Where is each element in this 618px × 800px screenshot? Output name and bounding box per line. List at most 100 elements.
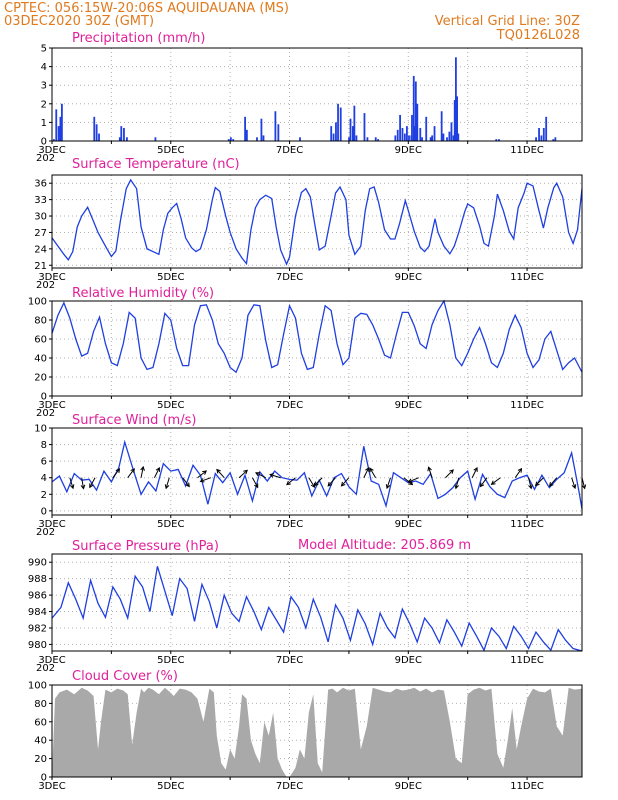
x-tick-label: 11DEC: [510, 781, 544, 792]
wind-arrow-shaft: [408, 477, 419, 483]
y-tick-label: 8: [41, 440, 47, 451]
wind-arrow-shaft: [127, 468, 135, 479]
wind-arrow-head: [517, 467, 523, 473]
wind-arrow-shaft: [251, 477, 259, 488]
wind-arrow-head: [313, 481, 319, 487]
wind-arrow: [479, 477, 488, 488]
panel-title: Surface Temperature (nC): [72, 157, 240, 172]
wind-arrow-head: [269, 473, 275, 478]
precip-bar: [349, 118, 352, 141]
wind-arrow-shaft: [197, 470, 207, 479]
x-tick-label: 9DEC: [395, 781, 422, 792]
precip-bar: [335, 122, 337, 141]
wind-arrow-shaft: [386, 477, 391, 489]
wind-arrow: [308, 477, 316, 489]
x-tick-label: 5DEC: [157, 272, 184, 283]
y-tick-label: 3: [41, 81, 47, 92]
wind-arrow: [140, 465, 145, 478]
precip-bar: [260, 118, 263, 141]
wind-arrow: [182, 477, 190, 488]
wind-arrow-head: [571, 484, 577, 490]
precip-bar: [123, 127, 125, 141]
wind-arrow-head: [427, 466, 432, 472]
wind-arrow: [80, 477, 86, 490]
y-tick-label: 80: [34, 316, 47, 327]
wind-arrow-shaft: [200, 477, 212, 482]
wind-arrow: [427, 466, 433, 478]
y-tick-label: 60: [34, 717, 47, 728]
wind-arrow-shaft: [327, 477, 336, 487]
wind-arrow-shaft: [269, 474, 281, 479]
precip-bar: [337, 103, 339, 141]
precip-bar: [440, 111, 443, 141]
wind-arrow-head: [534, 481, 540, 487]
precip-bar: [495, 139, 498, 141]
wind-arrow-shaft: [369, 468, 377, 478]
y-tick-label: 984: [28, 607, 47, 618]
plot-frame: [51, 300, 583, 397]
x-tick-label: 9DEC: [395, 519, 422, 530]
wind-arrow-head: [454, 484, 460, 490]
x-tick-label: 5DEC: [157, 655, 184, 666]
wind-arrow-shaft: [140, 466, 144, 478]
precip-bar: [396, 129, 399, 141]
wind-arrow-shaft: [238, 469, 248, 479]
y-tick-label: 80: [34, 699, 47, 710]
precip-bar: [538, 127, 540, 141]
x-tick-label: 11DEC: [510, 519, 544, 530]
precip-bar: [332, 133, 335, 141]
wind-arrow-head: [69, 484, 75, 490]
precip-bar: [399, 114, 401, 141]
precip-bar: [57, 126, 60, 141]
y-tick-label: 21: [34, 261, 47, 272]
x-tick-label: 9DEC: [395, 272, 422, 283]
wind-arrow: [340, 477, 350, 487]
plot-frame: [51, 174, 583, 269]
wind-arrow-head: [130, 468, 135, 473]
precip-bar: [452, 135, 455, 141]
wind-arrow-head: [479, 482, 485, 488]
wind-arrow-shaft: [535, 477, 544, 486]
wind-arrow: [490, 477, 501, 485]
wind-arrow-head: [286, 480, 291, 486]
y-tick-label: 6: [41, 457, 47, 468]
panel-4: Surface Wind (m/s) 0 2 4 6 8 10 3DEC 5DEC 7DEC 9DE…: [34, 413, 587, 538]
x-tick-label: 7DEC: [276, 655, 303, 666]
precip-bar: [256, 137, 258, 141]
precip-bar: [154, 137, 157, 141]
precip-bar: [366, 137, 369, 141]
wind-arrow-head: [89, 483, 94, 489]
precip-bar: [299, 137, 301, 141]
x-tick-label: 11DEC: [510, 272, 544, 283]
y-tick-label: 0: [41, 392, 47, 403]
wind-arrow-shaft: [81, 477, 84, 489]
header-station: CPTEC: 056:15W-20:06S AQUIDAUANA (MS): [4, 1, 289, 16]
precip-bar: [55, 109, 58, 141]
precip-bar: [353, 105, 356, 141]
precip-bar: [377, 139, 380, 141]
x-year-label: 202: [36, 527, 55, 538]
precip-bar: [355, 135, 358, 141]
plot-frame: [51, 684, 583, 778]
plot-frame: [51, 47, 583, 142]
precip-bar: [542, 127, 545, 141]
panel-title: Relative Humidity (%): [72, 286, 214, 301]
wind-arrow-head: [254, 483, 259, 489]
wind-arrow-shaft: [455, 477, 460, 489]
panel-title: Cloud Cover (%): [72, 669, 178, 684]
x-year-label: 202: [36, 663, 55, 674]
x-tick-label: 3DEC: [38, 145, 65, 156]
precip-bar: [118, 137, 121, 141]
panel-title: Precipitation (mm/h): [72, 31, 205, 46]
wind-arrow-shaft: [286, 477, 296, 485]
precip-bar: [540, 135, 543, 141]
precip-bar: [446, 137, 448, 141]
precip-bar: [244, 116, 246, 141]
wind-arrow-shaft: [165, 477, 170, 489]
wind-arrow-head: [164, 484, 170, 490]
wind-arrow: [238, 469, 248, 479]
precip-bar: [412, 75, 415, 141]
wind-arrow-shaft: [255, 472, 267, 479]
precip-bar: [535, 137, 537, 141]
wind-arrow: [581, 477, 587, 490]
